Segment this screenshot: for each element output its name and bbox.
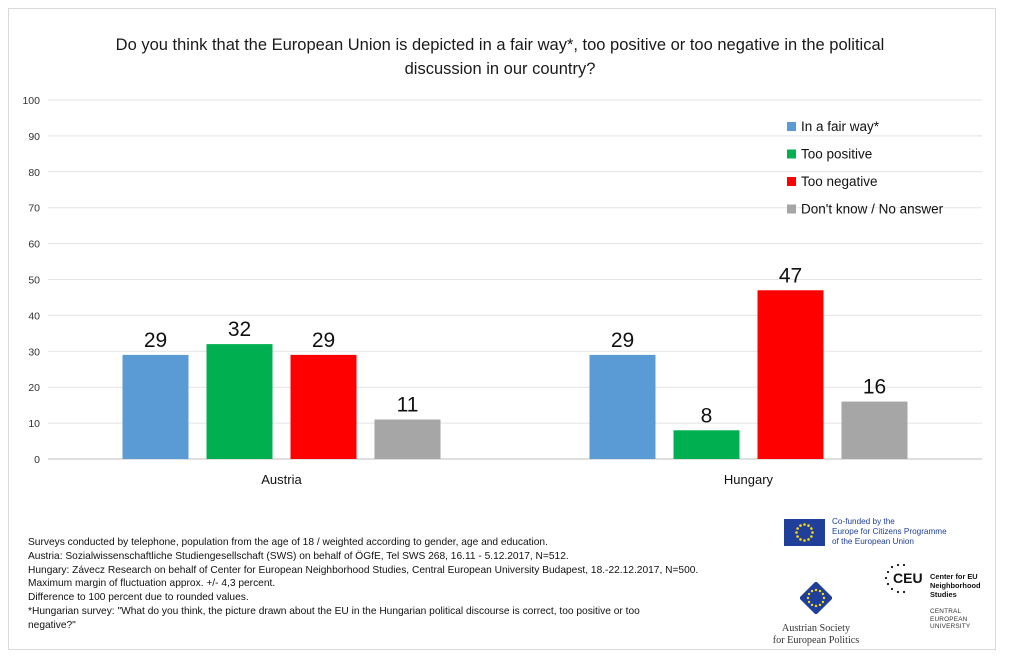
legend-label: Too positive [801,147,872,162]
bar [841,401,908,459]
y-tick-label: 20 [28,382,40,394]
ceu-mark: CEU [882,562,928,602]
x-category-label: Austria [261,472,302,487]
ceu-emblem-icon: CEU [884,563,923,594]
bar [589,354,656,459]
data-label: 32 [228,318,251,341]
y-tick-label: 60 [28,239,40,251]
footnote-line: *Hungarian survey: "What do you think, t… [28,605,640,617]
legend-label: In a fair way* [801,119,880,134]
footnote-line: negative?" [28,619,76,631]
y-tick-label: 40 [28,310,40,322]
data-label: 29 [611,329,634,352]
legend-swatch [787,204,796,214]
data-label: 47 [779,264,802,287]
y-tick-label: 50 [28,275,40,287]
bar [206,344,273,459]
ceu-center-name: Center for EU Neighborhood Studies [930,572,981,599]
legend-label: Don't know / No answer [801,202,944,217]
eu-flag-icon [784,519,825,546]
bar [290,354,357,459]
bar-chart: 0 10 20 30 40 50 60 70 80 90 100 29 32 29 11 Austria 29 8… [22,95,982,487]
data-label: 11 [397,394,419,417]
svg-text:CEU: CEU [893,570,923,586]
asep-emblem-icon [799,581,833,615]
footnote-line: Hungary: Závecz Research on behalf of Ce… [28,564,699,576]
y-tick-label: 80 [28,167,40,179]
y-tick-label: 0 [34,454,40,466]
data-label: 29 [144,329,167,352]
chart-frame [8,8,996,650]
y-tick-label: 100 [22,95,40,107]
data-label: 8 [701,404,713,427]
asep-logo: Austrian Society for European Politics [756,581,876,647]
y-tick-label: 30 [28,346,40,358]
asep-name: Austrian Society for European Politics [772,623,860,646]
footnote-line: Maximum margin of fluctuation approx. +/… [28,578,276,590]
y-tick-label: 10 [28,418,40,430]
bar [122,354,189,459]
footnote-line: Surveys conducted by telephone, populati… [28,537,548,548]
bar [757,290,824,459]
data-label: 29 [312,329,335,352]
chart-title: Do you think that the European Union is … [115,36,885,78]
eu-cofunding-logo: Co-funded by the Europe for Citizens Pro… [784,516,994,550]
y-tick-label: 90 [28,131,40,143]
ceu-logo: CEU Center for EU Neighborhood Studies C… [878,562,1003,642]
legend-label: Too negative [801,174,878,189]
legend-swatch [787,177,796,186]
legend-swatch [787,122,796,131]
footnote-line: Austria: Sozialwissenschaftliche Studien… [28,550,569,562]
legend-swatch [787,149,796,159]
footnote-line: Difference to 100 percent due to rounded… [28,592,249,604]
data-label: 16 [863,376,886,399]
x-category-label: Hungary [724,472,774,487]
bar [673,430,740,459]
eu-cofunding-text: Co-funded by the Europe for Citizens Pro… [832,517,947,546]
footnotes: Surveys conducted by telephone, populati… [28,536,768,633]
ceu-university-name: CENTRAL EUROPEAN UNIVERSITY [930,608,971,631]
bar [374,419,441,459]
y-tick-label: 70 [28,203,40,215]
